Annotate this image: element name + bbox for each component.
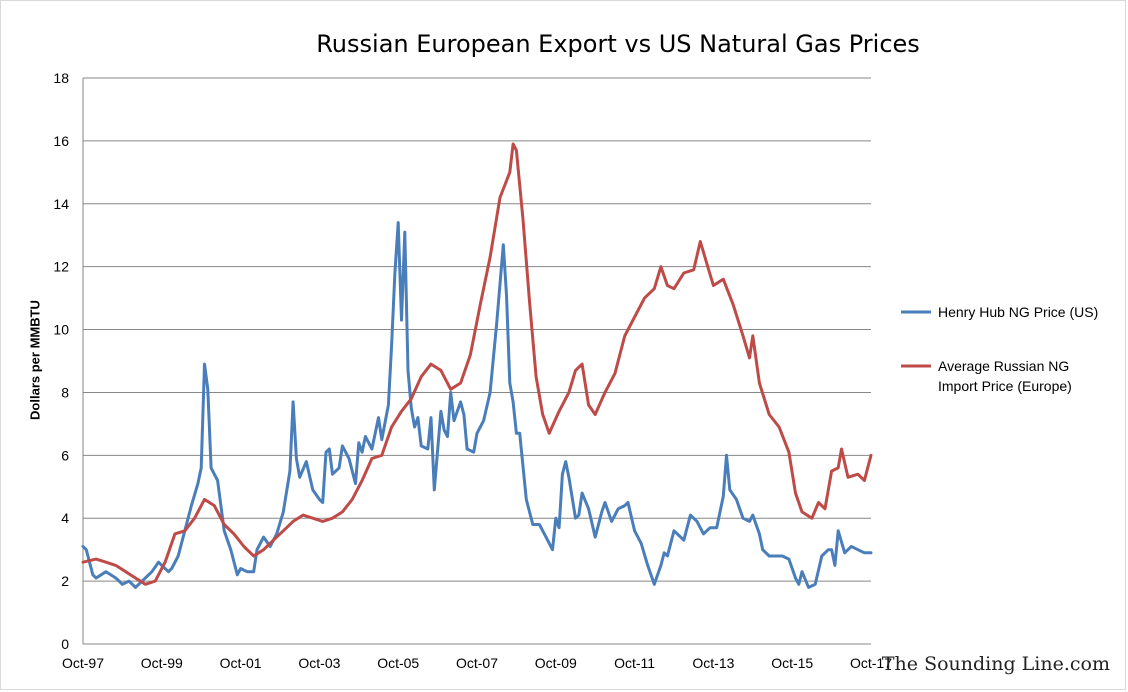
y-tick-label: 16: [53, 133, 69, 149]
x-tick-label: Oct-15: [771, 655, 813, 671]
y-tick-label: 10: [53, 322, 69, 338]
x-tick-label: Oct-99: [141, 655, 183, 671]
y-tick-label: 18: [53, 70, 69, 86]
x-tick-label: Oct-01: [220, 655, 262, 671]
x-tick-label: Oct-17: [850, 655, 892, 671]
y-tick-label: 12: [53, 259, 69, 275]
y-tick-label: 4: [61, 510, 69, 526]
y-tick-label: 8: [61, 384, 69, 400]
x-tick-label: Oct-05: [377, 655, 419, 671]
chart-title: Russian European Export vs US Natural Ga…: [316, 30, 920, 58]
x-tick-label: Oct-11: [614, 655, 655, 671]
source-credit: The Sounding Line.com: [881, 653, 1110, 675]
y-tick-label: 0: [61, 636, 69, 652]
series-line-1: [81, 142, 873, 586]
series-line-0: [81, 221, 873, 589]
x-tick-labels: Oct-97 Oct-99 Oct-01 Oct-03 Oct-05 Oct-07 Oct-…: [62, 655, 892, 671]
legend: Henry Hub NG Price (US) Average Russian N…: [901, 304, 1098, 394]
x-tick-label: Oct-09: [535, 655, 577, 671]
x-tick-label: Oct-13: [692, 655, 734, 671]
x-tick-label: Oct-97: [62, 655, 104, 671]
y-tick-label: 6: [61, 447, 69, 463]
x-tick-label: Oct-03: [298, 655, 340, 671]
legend-label: Average Russian NG Import Price (Europe): [938, 358, 1072, 394]
gridlines: [82, 77, 871, 645]
x-tick-label: Oct-07: [456, 655, 498, 671]
y-tick-label: 14: [53, 196, 69, 212]
y-tick-labels: 0 2 4 6 8 10 12 14 16 18: [53, 70, 69, 652]
legend-label: Henry Hub NG Price (US): [938, 304, 1098, 320]
series-lines: [81, 142, 873, 589]
y-tick-label: 2: [61, 573, 69, 589]
